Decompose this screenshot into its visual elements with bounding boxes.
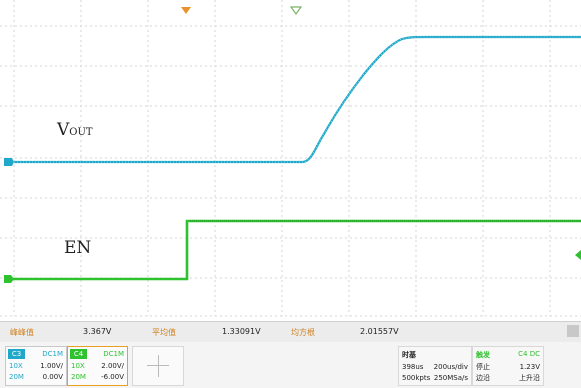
plus-icon-vertical <box>158 355 159 377</box>
trigger-type: 边沿 <box>476 374 490 382</box>
ch3-level-marker[interactable] <box>4 158 14 166</box>
trigger-title: 触发 <box>476 351 490 359</box>
timebase-sample-rate: 250MSa/s <box>433 374 468 382</box>
channel-c4-probe: 10X <box>71 362 85 370</box>
channel-c4-tag: C4 <box>70 349 87 359</box>
stat-name-pkpk: 峰峰值 <box>10 328 34 337</box>
channel-c4-box[interactable]: C4 DC1M 10X 2.00V/ 20M -6.00V <box>67 346 128 386</box>
channel-c4-offset: -6.00V <box>101 373 124 381</box>
channel-c3-bandwidth: 20M <box>9 373 24 381</box>
timebase-title: 时基 <box>402 351 416 359</box>
vout-label: VOUT <box>57 120 93 140</box>
trigger-level-marker[interactable] <box>575 250 581 260</box>
en-label: EN <box>64 238 92 258</box>
ch4-level-marker[interactable] <box>4 275 14 283</box>
channel-c3-offset: 0.00V <box>42 373 63 381</box>
channel-c4-scale: 2.00V/ <box>101 362 124 370</box>
channel-c3-box[interactable]: C3 DC1M 10X 1.00V/ 20M 0.00V <box>5 346 67 386</box>
grid <box>0 0 581 317</box>
channel-c3-coupling: DC1M <box>42 350 63 358</box>
waveform-display <box>0 0 581 317</box>
timebase-panel[interactable]: 时基 398us 200us/div 500kpts 250MSa/s <box>398 346 472 386</box>
timebase-scale: 200us/div <box>433 363 468 371</box>
stat-name-mean: 平均值 <box>152 328 176 337</box>
stat-name-rms: 均方根 <box>291 328 315 337</box>
trigger-panel[interactable]: 触发 C4 DC 停止 1.23V 边沿 上升沿 <box>472 346 544 386</box>
stat-value-pkpk: 3.367V <box>83 327 112 336</box>
add-channel-button[interactable] <box>132 346 184 386</box>
trigger-slope: 上升沿 <box>519 374 540 382</box>
trigger-position-marker[interactable] <box>181 7 191 14</box>
vout-trace <box>14 35 581 164</box>
channel-info-panel: C3 DC1M 10X 1.00V/ 20M 0.00V C4 DC1M 10X… <box>0 342 581 388</box>
close-button[interactable] <box>567 325 579 337</box>
trigger-level: 1.23V <box>519 363 540 371</box>
channel-c3-probe: 10X <box>9 362 23 370</box>
channel-c4-coupling: DC1M <box>103 350 124 358</box>
trigger-source: C4 DC <box>518 350 540 358</box>
vout-trace-noise <box>14 36 581 163</box>
channel-c3-scale: 1.00V/ <box>40 362 63 370</box>
acquire-state: 停止 <box>476 363 490 371</box>
channel-c3-tag: C3 <box>8 349 25 359</box>
stat-value-mean: 1.33091V <box>222 327 261 336</box>
en-trace <box>10 219 581 281</box>
time-reference-marker[interactable] <box>289 6 303 16</box>
stat-value-rms: 2.01557V <box>360 327 399 336</box>
measurement-bar: 峰峰值 3.367V 平均值 1.33091V 均方根 2.01557V <box>0 321 581 342</box>
channel-c4-bandwidth: 20M <box>71 373 86 381</box>
timebase-delay: 398us <box>402 363 424 371</box>
timebase-memory: 500kpts <box>402 374 431 382</box>
